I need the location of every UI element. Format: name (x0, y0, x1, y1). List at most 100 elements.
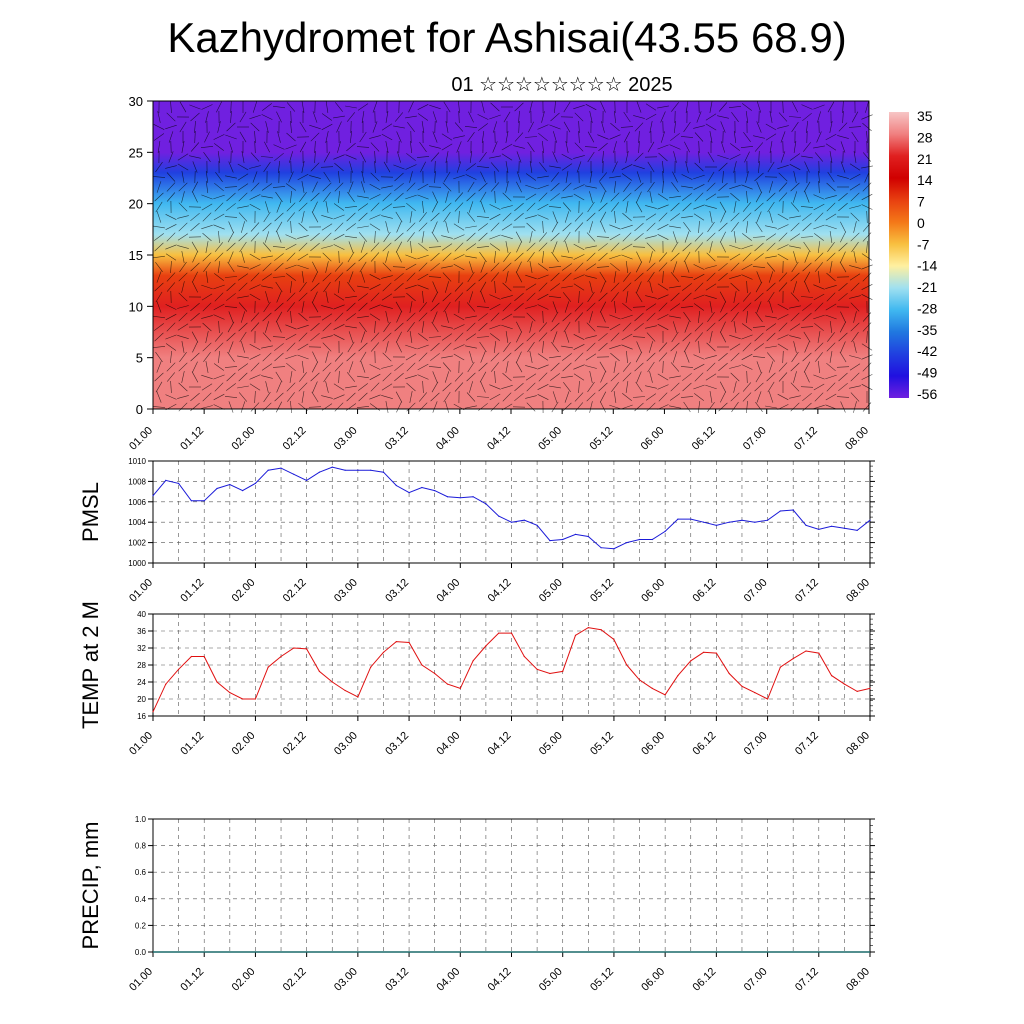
x-tick-label: 04.00 (434, 425, 462, 453)
grid (152, 818, 871, 953)
colorbar-label: -28 (917, 300, 937, 316)
x-tick-label: 01.12 (178, 730, 206, 758)
data-point (459, 687, 461, 690)
x-tick-label: 05.12 (588, 730, 616, 758)
data-point (562, 670, 564, 673)
data-point (869, 519, 871, 521)
data-point (395, 641, 397, 643)
x-tick-label: 06.00 (639, 966, 667, 994)
data-point (434, 490, 436, 492)
data-point (831, 675, 833, 677)
x-tick-label: 04.12 (486, 577, 514, 605)
y-tick-label: 0.0 (135, 948, 147, 957)
x-tick-label: 03.12 (383, 425, 411, 453)
data-point (152, 711, 154, 713)
data-point (472, 660, 474, 662)
colorbar-label: -7 (917, 236, 930, 252)
data-point (754, 521, 756, 523)
data-point (216, 487, 218, 490)
data-point (498, 515, 500, 517)
data-point (728, 521, 730, 523)
x-tick-label: 03.12 (383, 577, 411, 605)
data-point (344, 689, 346, 692)
y-tick-label: 1002 (128, 539, 146, 548)
colorbar-label: -35 (917, 322, 937, 338)
data-point (779, 510, 782, 512)
y-tick-label: 40 (137, 610, 146, 619)
x-tick-label: 01.00 (127, 966, 155, 994)
data-point (254, 482, 256, 484)
data-point (664, 530, 666, 533)
data-point (843, 683, 846, 685)
data-point (626, 664, 628, 666)
data-point (421, 486, 423, 489)
x-tick-label: 06.00 (639, 730, 667, 758)
data-point (216, 681, 218, 683)
data-point (843, 527, 846, 529)
data-point (318, 670, 320, 673)
colorbar-label: -21 (917, 279, 937, 295)
data-point (357, 469, 359, 471)
y-axis-title: TEMP at 2 M (78, 601, 103, 729)
data-point (370, 469, 372, 471)
data-point (715, 652, 718, 654)
data-point (280, 467, 282, 469)
data-point (651, 687, 653, 690)
colorbar-label: -14 (917, 258, 937, 274)
chart-subtitle: 01 ☆☆☆☆☆☆☆☆ 2025 (451, 74, 673, 96)
data-point (549, 672, 551, 675)
data-point (856, 529, 858, 532)
data-point (306, 648, 308, 650)
data-point (741, 519, 743, 521)
colorbar-label: 7 (917, 194, 925, 210)
colorbar-label: 0 (917, 215, 925, 231)
wind-barbs (152, 100, 873, 414)
x-tick-label: 06.12 (690, 425, 718, 453)
data-point (677, 518, 679, 520)
data-point (690, 660, 692, 662)
data-point (344, 469, 346, 471)
y-tick-label: 0.8 (135, 842, 147, 851)
data-point (728, 672, 730, 675)
data-point (178, 482, 180, 484)
data-point (587, 535, 589, 538)
y-axis-title: PMSL (78, 482, 103, 542)
colorbar-label: -49 (917, 365, 937, 381)
chart-title: Kazhydromet for Ashisai(43.55 68.9) (167, 14, 847, 61)
data-point (152, 495, 154, 497)
y-tick-label: 20 (137, 695, 146, 704)
data-point (703, 651, 705, 653)
x-tick-label: 02.12 (281, 577, 309, 605)
x-tick-label: 05.00 (536, 425, 564, 453)
y-tick-label: 1004 (128, 518, 146, 527)
data-point (446, 683, 449, 685)
x-tick-label: 07.12 (792, 425, 820, 453)
data-point (331, 681, 333, 683)
x-tick-label: 02.00 (230, 730, 258, 758)
y-tick-label: 1000 (128, 559, 146, 568)
data-point (664, 694, 666, 696)
panel-precip (148, 818, 875, 957)
x-tick-label: 01.12 (178, 966, 206, 994)
data-point (395, 484, 397, 487)
y-tick-label: 28 (137, 661, 146, 670)
x-tick-label: 06.12 (691, 730, 719, 758)
y-tick-label: 0 (136, 402, 143, 417)
colorbar-label: 14 (917, 172, 933, 188)
data-point (242, 698, 244, 700)
data-point (831, 525, 833, 527)
data-point (267, 666, 269, 668)
x-tick-label: 05.00 (537, 966, 565, 994)
data-point (331, 466, 333, 468)
data-point (485, 645, 487, 647)
y-axis-title: PRECIP, mm (78, 822, 103, 950)
data-point (434, 672, 436, 675)
temperature-field (153, 101, 869, 409)
x-tick-label: 04.12 (486, 966, 514, 994)
data-point (613, 548, 615, 550)
data-point (459, 497, 461, 499)
x-tick-label: 03.00 (332, 577, 360, 605)
x-tick-label: 02.00 (230, 966, 258, 994)
data-point (293, 473, 295, 475)
x-tick-label: 01.00 (127, 730, 155, 758)
